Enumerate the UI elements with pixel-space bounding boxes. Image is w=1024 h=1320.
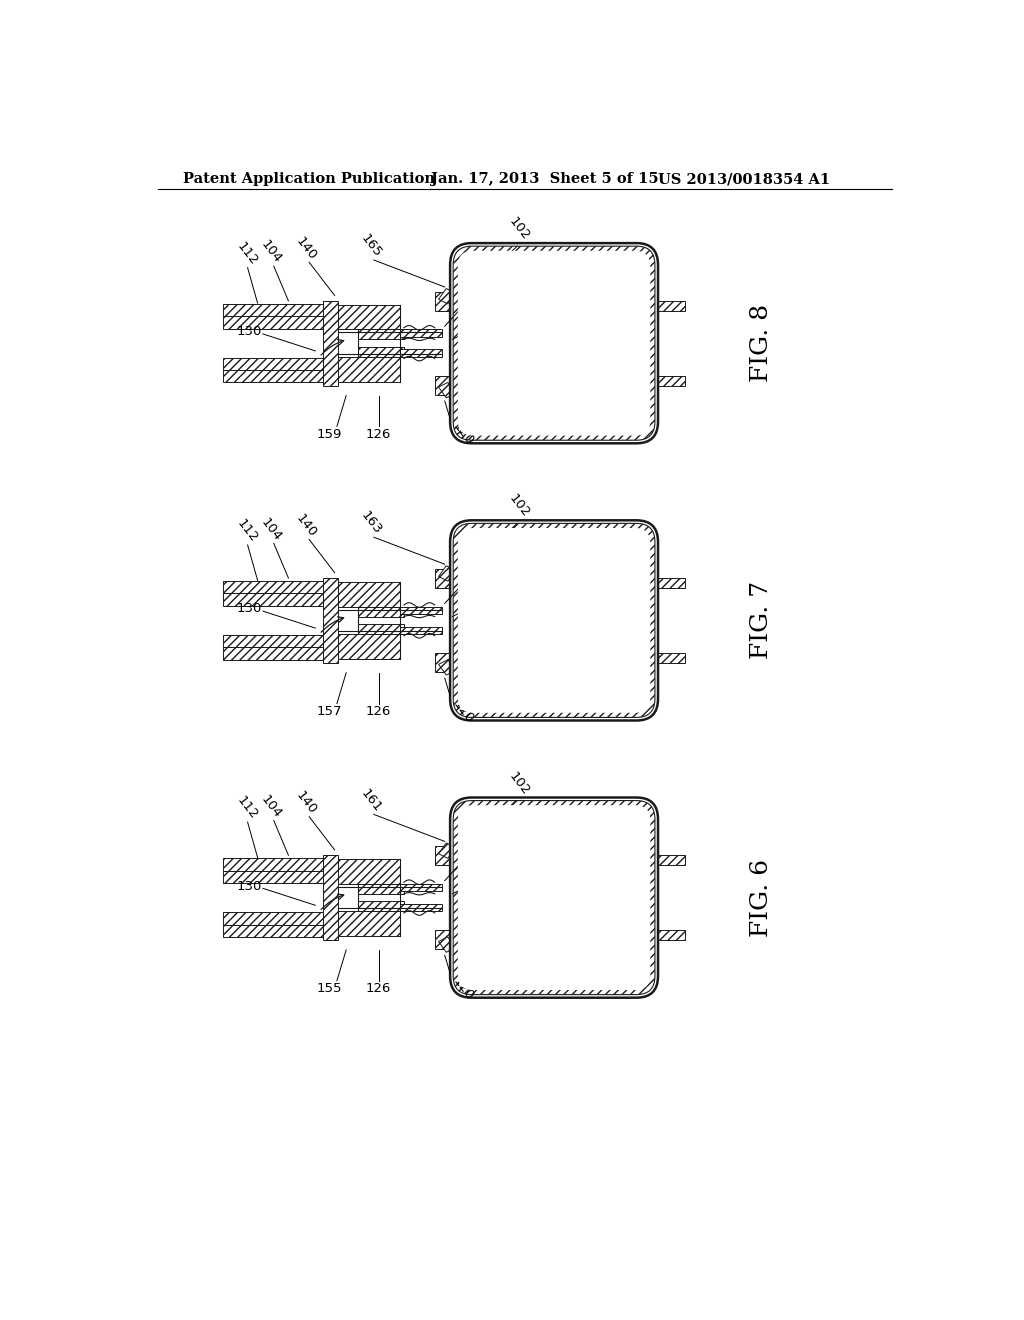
Bar	[442, 653, 685, 663]
Text: 124: 124	[475, 865, 502, 892]
Polygon shape	[438, 383, 456, 397]
Bar	[339, 358, 400, 381]
Text: 140: 140	[293, 235, 319, 263]
Bar	[223, 594, 327, 606]
Text: 130: 130	[237, 879, 261, 892]
Bar	[223, 370, 327, 383]
Bar	[223, 317, 327, 329]
Text: 126: 126	[366, 705, 391, 718]
Text: 140: 140	[293, 512, 319, 540]
Text: US 2013/0018354 A1: US 2013/0018354 A1	[658, 172, 830, 186]
FancyBboxPatch shape	[458, 528, 650, 713]
Text: 120: 120	[451, 420, 476, 449]
Bar	[435, 569, 449, 589]
Bar	[223, 871, 327, 883]
Bar	[223, 581, 327, 594]
Text: 104: 104	[258, 239, 284, 267]
Text: 163: 163	[357, 510, 384, 537]
Bar	[339, 305, 400, 330]
Bar	[357, 607, 403, 616]
Text: 140: 140	[293, 789, 319, 817]
Text: 112: 112	[234, 517, 260, 545]
Bar	[400, 330, 442, 337]
Text: 102: 102	[507, 215, 532, 243]
Text: 120: 120	[451, 974, 476, 1003]
Bar	[442, 301, 685, 312]
FancyBboxPatch shape	[451, 797, 658, 998]
Text: 118: 118	[462, 292, 487, 321]
Bar	[435, 846, 449, 866]
Text: 155: 155	[316, 982, 342, 995]
Text: 161: 161	[357, 787, 384, 814]
Text: 124: 124	[475, 587, 502, 615]
Bar	[400, 884, 442, 891]
Bar	[339, 635, 400, 659]
Text: 130: 130	[237, 325, 261, 338]
Polygon shape	[438, 566, 456, 581]
Bar	[400, 607, 442, 614]
Text: 130: 130	[237, 602, 261, 615]
Bar	[400, 627, 442, 635]
Bar	[323, 855, 339, 940]
Text: 159: 159	[316, 428, 342, 441]
Bar	[223, 647, 327, 660]
Polygon shape	[438, 660, 456, 675]
Text: 118: 118	[462, 569, 487, 598]
Bar	[357, 902, 403, 911]
Text: 120: 120	[451, 697, 476, 726]
Bar	[442, 929, 685, 940]
Text: Patent Application Publication: Patent Application Publication	[183, 172, 435, 186]
Text: 157: 157	[316, 705, 342, 718]
Text: 112: 112	[234, 240, 260, 268]
Bar	[223, 635, 327, 647]
Bar	[339, 911, 400, 936]
Bar	[223, 358, 327, 370]
Text: 124: 124	[475, 310, 502, 338]
Bar	[339, 859, 400, 884]
Bar	[339, 582, 400, 607]
Text: 165: 165	[357, 232, 384, 260]
Bar	[323, 301, 339, 385]
Polygon shape	[438, 937, 456, 952]
Bar	[400, 904, 442, 911]
Bar	[442, 376, 685, 385]
Text: 102: 102	[507, 492, 532, 520]
Text: FIG. 6: FIG. 6	[751, 858, 773, 937]
FancyBboxPatch shape	[451, 520, 658, 721]
Bar	[435, 376, 449, 395]
Bar	[357, 884, 403, 894]
Bar	[223, 304, 327, 317]
Text: FIG. 8: FIG. 8	[751, 304, 773, 383]
Bar	[435, 653, 449, 672]
Text: FIG. 7: FIG. 7	[751, 581, 773, 660]
Text: 112: 112	[234, 795, 260, 822]
Bar	[442, 578, 685, 589]
Bar	[357, 347, 403, 358]
Text: 118: 118	[462, 846, 487, 875]
Bar	[435, 292, 449, 312]
Bar	[223, 924, 327, 937]
Text: 104: 104	[258, 793, 284, 821]
Bar	[400, 350, 442, 358]
Text: 126: 126	[366, 982, 391, 995]
Bar	[223, 912, 327, 924]
Bar	[323, 578, 339, 663]
Bar	[357, 330, 403, 339]
Polygon shape	[438, 289, 456, 304]
Text: 126: 126	[366, 428, 391, 441]
Bar	[223, 858, 327, 871]
Bar	[357, 624, 403, 635]
Bar	[435, 929, 449, 949]
FancyBboxPatch shape	[458, 805, 650, 990]
Text: Jan. 17, 2013  Sheet 5 of 15: Jan. 17, 2013 Sheet 5 of 15	[431, 172, 658, 186]
FancyBboxPatch shape	[458, 251, 650, 436]
Bar	[442, 855, 685, 866]
Polygon shape	[438, 843, 456, 858]
FancyBboxPatch shape	[451, 243, 658, 444]
Text: 104: 104	[258, 516, 284, 544]
Text: 102: 102	[507, 770, 532, 797]
